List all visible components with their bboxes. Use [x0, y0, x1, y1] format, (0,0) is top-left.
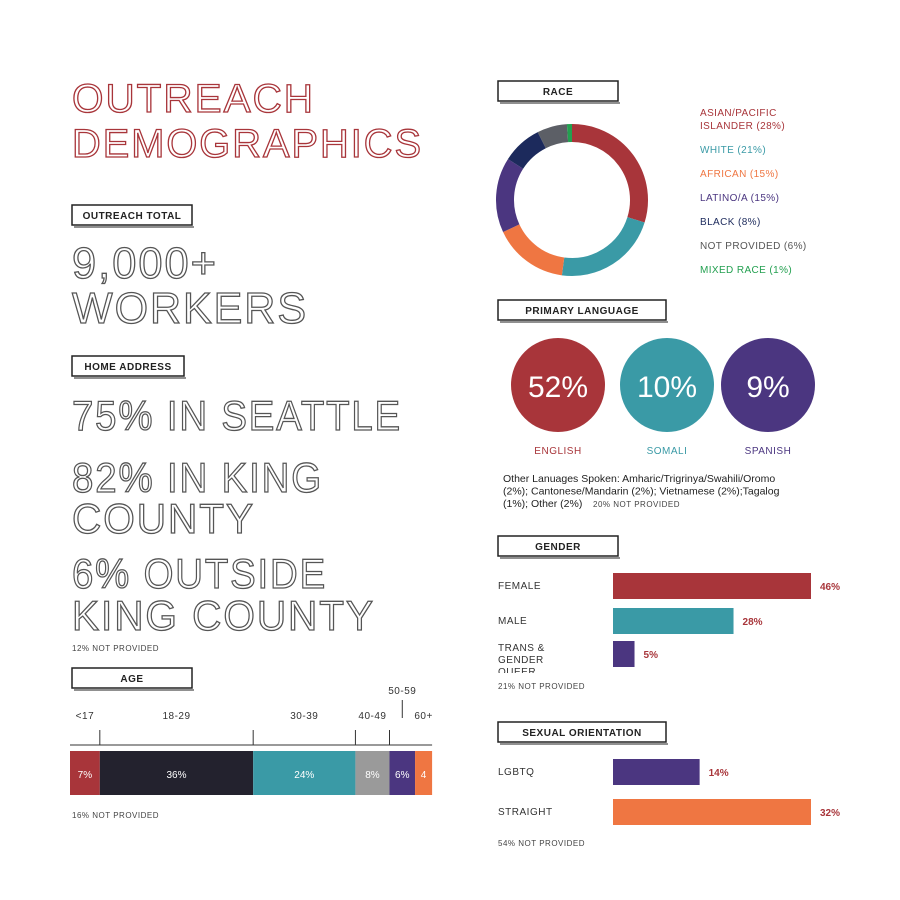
bar-value: 46% — [820, 582, 840, 593]
bar-category-box: MALE — [498, 616, 528, 627]
legend-entry-box: ASIAN/PACIFIC ISLANDER (28%) — [700, 108, 786, 132]
bar-category: STRAIGHT — [498, 807, 553, 818]
age-label: 18-29 — [162, 711, 190, 722]
legend-entry-box: LATINO/A (15%) — [700, 193, 780, 204]
donut-slice — [561, 216, 645, 276]
big-stat: 75% IN SEATTLE — [72, 392, 402, 439]
age-segment — [389, 751, 416, 795]
bar — [613, 573, 811, 599]
bar-category-box: FEMALE — [498, 581, 542, 592]
age-label: 30-39 — [290, 711, 318, 722]
bar-category: LGBTQ — [498, 767, 535, 778]
bar-value: 14% — [709, 768, 729, 779]
big-stat: 6% OUTSIDE — [72, 550, 327, 597]
label-box — [497, 299, 667, 321]
page-title: OUTREACH — [72, 77, 315, 121]
segment-label: 8% — [365, 770, 380, 781]
segment-label: 7% — [78, 770, 93, 781]
age-label: 50-59 — [388, 686, 416, 697]
big-stat: COUNTY — [72, 495, 255, 542]
language-circle — [620, 338, 714, 432]
bar — [613, 608, 734, 634]
label-box — [71, 355, 185, 377]
language-name: ENGLISH — [534, 446, 581, 457]
note-line: (1%); Other (2%) — [503, 498, 582, 510]
legend-entry: LATINO/A (15%) — [700, 193, 780, 204]
legend-entry-box: WHITE (21%) — [700, 145, 767, 156]
label-box — [71, 204, 193, 226]
bar-category: TRANS & GENDER QUEER — [498, 643, 545, 673]
segment-label: 6% — [395, 770, 410, 781]
bar — [613, 799, 811, 825]
language-value: 10% — [637, 371, 697, 404]
donut-slice — [507, 132, 547, 170]
bar-category: MALE — [498, 616, 528, 627]
section-label: HOME ADDRESS — [84, 362, 171, 373]
legend-entry-box: MIXED RACE (1%) — [700, 265, 793, 276]
note: 21% NOT PROVIDED — [498, 682, 585, 691]
note: 16% NOT PROVIDED — [72, 811, 159, 820]
language-circle — [721, 338, 815, 432]
donut-slice — [537, 124, 569, 149]
age-segment — [253, 751, 356, 795]
section-label: AGE — [120, 674, 143, 685]
big-stat: KING COUNTY — [72, 592, 375, 639]
language-circle — [511, 338, 605, 432]
note: 12% NOT PROVIDED — [72, 644, 159, 653]
note-line: Other Lanuages Spoken: Amharic/Trigrinya… — [503, 473, 775, 485]
legend-entry: NOT PROVIDED (6%) — [700, 241, 807, 252]
segment-label: 36% — [166, 770, 186, 781]
language-value: 52% — [528, 371, 588, 404]
age-label: 60+ — [414, 711, 432, 722]
age-segment — [415, 751, 433, 795]
legend-entry: ASIAN/PACIFIC ISLANDER (28%) — [700, 108, 786, 132]
label-box — [71, 667, 193, 689]
bar-category-box: LGBTQ — [498, 767, 535, 778]
segment-label: 24% — [294, 770, 314, 781]
note: 20% NOT PROVIDED — [593, 500, 680, 509]
section-label: OUTREACH TOTAL — [83, 211, 182, 222]
section-label: GENDER — [535, 542, 581, 553]
bar — [613, 759, 700, 785]
legend-entry: BLACK (8%) — [700, 217, 761, 228]
label-box — [497, 535, 619, 557]
legend-entry-box: NOT PROVIDED (6%) — [700, 241, 807, 252]
note: 54% NOT PROVIDED — [498, 839, 585, 848]
age-segment — [355, 751, 390, 795]
bar-category: FEMALE — [498, 581, 542, 592]
bar-category-box: STRAIGHT — [498, 807, 553, 818]
section-label: PRIMARY LANGUAGE — [525, 306, 639, 317]
legend-entry-box: AFRICAN (15%) — [700, 169, 779, 180]
legend-entry: MIXED RACE (1%) — [700, 265, 793, 276]
note-line: (2%); Cantonese/Mandarin (2%); Vietnames… — [503, 486, 780, 498]
bar-category-box: TRANS & GENDER QUEER — [498, 643, 545, 673]
language-name: SOMALI — [647, 446, 688, 457]
bar-value: 28% — [743, 617, 763, 628]
big-stat: WORKERS — [72, 284, 308, 333]
bar — [613, 641, 635, 667]
age-segment — [99, 751, 254, 795]
language-name: SPANISH — [745, 446, 792, 457]
language-value: 9% — [746, 371, 789, 404]
age-label: <17 — [76, 711, 94, 722]
legend-entry: WHITE (21%) — [700, 145, 767, 156]
legend-entry-box: BLACK (8%) — [700, 217, 761, 228]
big-stat: 9,000+ — [72, 239, 218, 288]
donut-slice — [571, 124, 648, 223]
section-label: SEXUAL ORIENTATION — [522, 728, 642, 739]
bar-value: 5% — [644, 650, 659, 661]
big-stat: 82% IN KING — [72, 454, 323, 501]
age-label: 40-49 — [358, 711, 386, 722]
bar-value: 32% — [820, 808, 840, 819]
donut-slice — [496, 159, 524, 232]
section-label: RACE — [543, 87, 573, 98]
label-box — [497, 80, 619, 102]
segment-label: 4 — [421, 770, 427, 781]
label-box — [497, 721, 667, 743]
donut-slice — [503, 224, 565, 276]
page-title: DEMOGRAPHICS — [72, 122, 423, 166]
legend-entry: AFRICAN (15%) — [700, 169, 779, 180]
age-segment — [70, 751, 100, 795]
